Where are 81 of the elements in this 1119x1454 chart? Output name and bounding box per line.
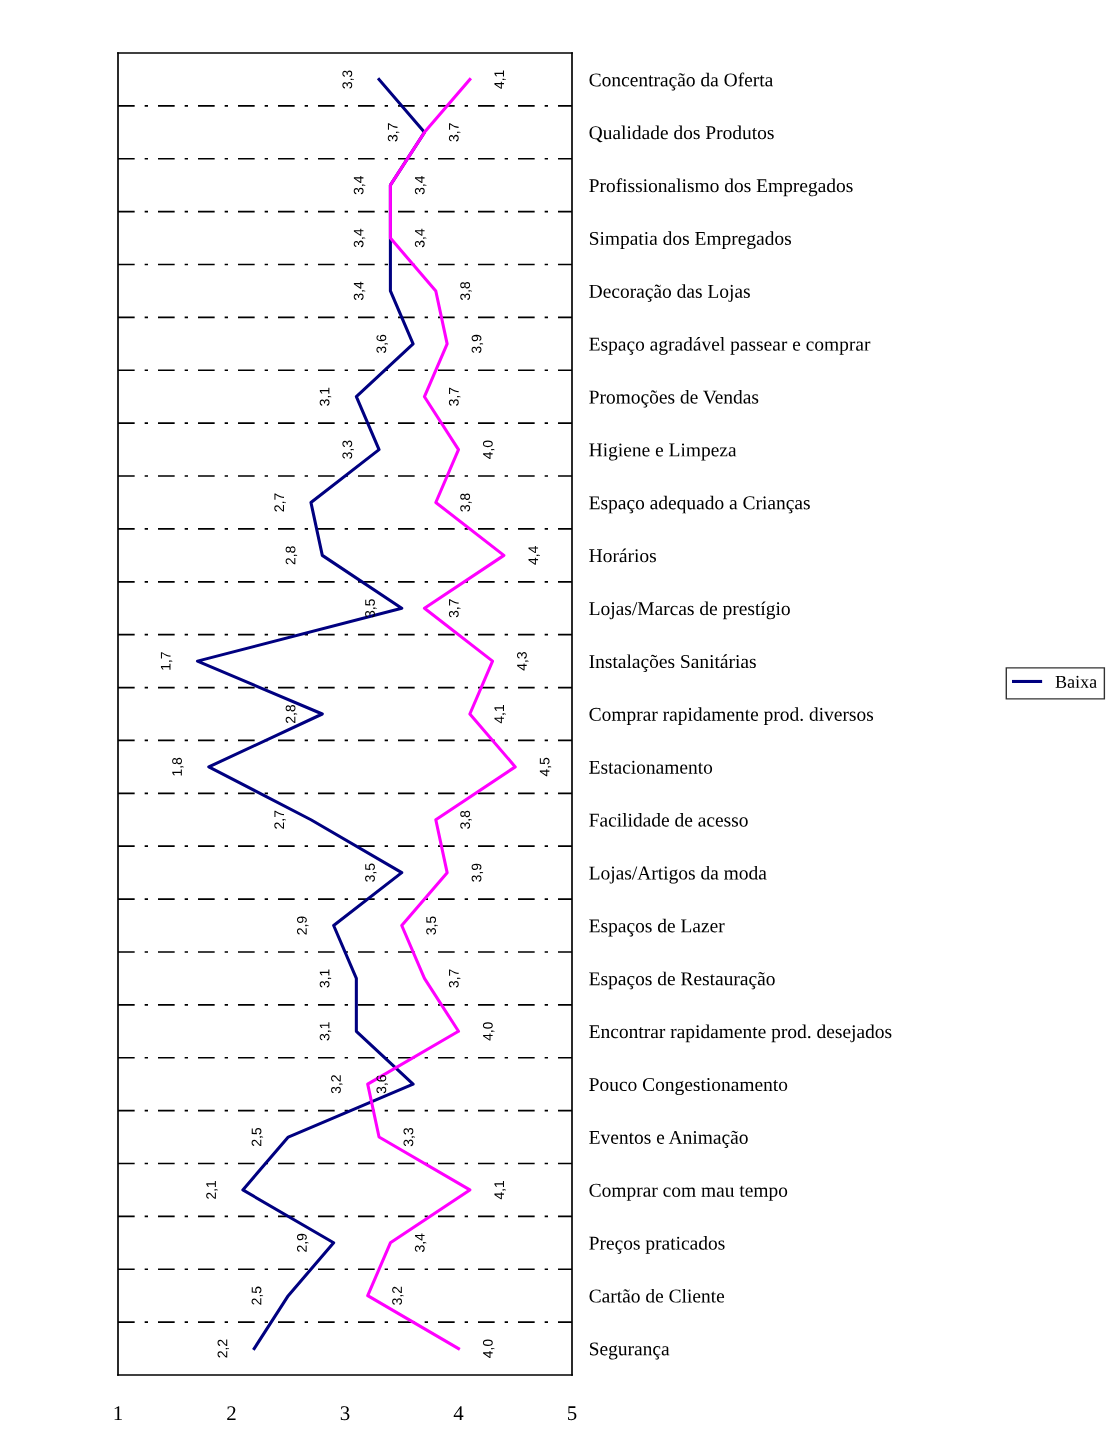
data-label: 3,6 [376, 334, 388, 353]
data-label: 3,2 [392, 1286, 404, 1305]
data-label: 4,0 [482, 1339, 495, 1358]
data-label: 1,7 [160, 652, 173, 670]
y-tick-label: Encontrar rapidamente prod. desejados [589, 1024, 892, 1043]
data-label: 4,3 [517, 652, 529, 671]
y-tick-label: Profissionalismo dos Empregados [589, 178, 853, 197]
data-label: 3,4 [414, 175, 427, 195]
y-tick-label: Higiene e Limpeza [589, 443, 737, 461]
data-label: 3,4 [414, 1233, 427, 1252]
data-label: 4,0 [482, 440, 495, 459]
data-label: 2,5 [251, 1286, 264, 1305]
data-label: 2,1 [206, 1180, 218, 1199]
data-label: 3,8 [460, 493, 472, 512]
data-label: 3,7 [448, 599, 461, 618]
data-label: 3,4 [353, 281, 366, 301]
y-tick-label: Lojas/Marcas de prestígio [589, 601, 790, 620]
y-tick-label: Estacionamento [589, 760, 713, 774]
data-label: 1,8 [172, 757, 184, 776]
y-tick-label: Comprar com mau tempo [589, 1183, 788, 1201]
data-label: 3,1 [319, 969, 332, 988]
data-label: 3,6 [376, 1075, 388, 1094]
data-label: 2,2 [217, 1339, 230, 1358]
data-label: 2,9 [296, 916, 309, 935]
data-label: 3,1 [319, 387, 332, 406]
data-label: 3,3 [342, 70, 354, 89]
y-tick-label: Decoração das Lojas [589, 284, 750, 302]
y-tick-label: Comprar rapidamente prod. diversos [589, 707, 874, 725]
y-tick-label: Simpatia dos Empregados [589, 231, 792, 250]
y-tick-label: Horários [589, 548, 656, 563]
data-label: 3,4 [353, 175, 366, 195]
data-label: 4,0 [482, 1022, 495, 1041]
data-label: 3,1 [319, 1022, 332, 1041]
y-tick-label: Segurança [589, 1342, 670, 1360]
data-label: 2,8 [285, 546, 298, 565]
y-tick-label: Espaços de Restauração [589, 971, 775, 990]
data-label: 2,5 [251, 1127, 264, 1146]
data-label: 3,5 [365, 599, 377, 618]
y-tick-label: Instalações Sanitárias [589, 654, 756, 673]
y-tick-label: Promoções de Vendas [589, 389, 759, 408]
y-tick-label: Espaço adequado a Crianças [589, 495, 810, 514]
x-tick-label: 1 [114, 1406, 122, 1421]
data-label: 3,5 [426, 916, 438, 935]
data-label: 3,7 [448, 123, 461, 142]
y-tick-label: Eventos e Animação [589, 1130, 748, 1148]
data-label: 2,9 [296, 1233, 309, 1252]
x-tick-label: 2 [227, 1406, 236, 1421]
data-label: 3,3 [403, 1128, 415, 1147]
data-label: 3,8 [460, 281, 472, 301]
data-label: 3,2 [331, 1075, 343, 1094]
y-tick-label: Qualidade dos Produtos [589, 125, 774, 143]
data-label: 3,9 [471, 863, 484, 882]
data-label: 4,1 [494, 705, 506, 724]
y-tick-label: Lojas/Artigos da moda [589, 865, 767, 884]
data-label: 3,8 [460, 810, 472, 829]
x-tick-label: 4 [453, 1406, 464, 1421]
data-label: 2,7 [274, 493, 286, 512]
y-tick-label: Cartão de Cliente [589, 1288, 725, 1303]
data-label: 4,5 [539, 757, 552, 777]
y-tick-label: Facilidade de acesso [589, 813, 748, 827]
x-tick-label: 3 [340, 1406, 350, 1421]
data-label: 2,7 [274, 810, 286, 829]
y-tick-label: Espaços de Lazer [589, 918, 725, 937]
data-label: 3,4 [414, 228, 427, 248]
y-tick-label: Concentração da Oferta [589, 72, 774, 91]
y-tick-label: Espaço agradável passear e comprar [589, 337, 871, 355]
legend-label: Baixa [1055, 675, 1097, 688]
y-tick-label: Pouco Congestionamento [589, 1078, 788, 1096]
data-label: 4,1 [494, 1180, 506, 1200]
data-label: 3,7 [387, 123, 400, 142]
data-label: 3,4 [353, 228, 366, 248]
data-label: 3,3 [342, 440, 354, 459]
data-label: 3,5 [365, 863, 377, 882]
data-label: 3,7 [448, 387, 461, 406]
data-label: 3,7 [448, 969, 461, 988]
x-tick-label: 5 [568, 1406, 577, 1421]
data-label: 3,9 [471, 334, 484, 353]
data-label: 2,8 [285, 704, 298, 723]
data-label: 4,1 [494, 70, 506, 89]
data-label: 4,4 [528, 546, 540, 565]
y-tick-label: Preços praticados [589, 1236, 725, 1254]
